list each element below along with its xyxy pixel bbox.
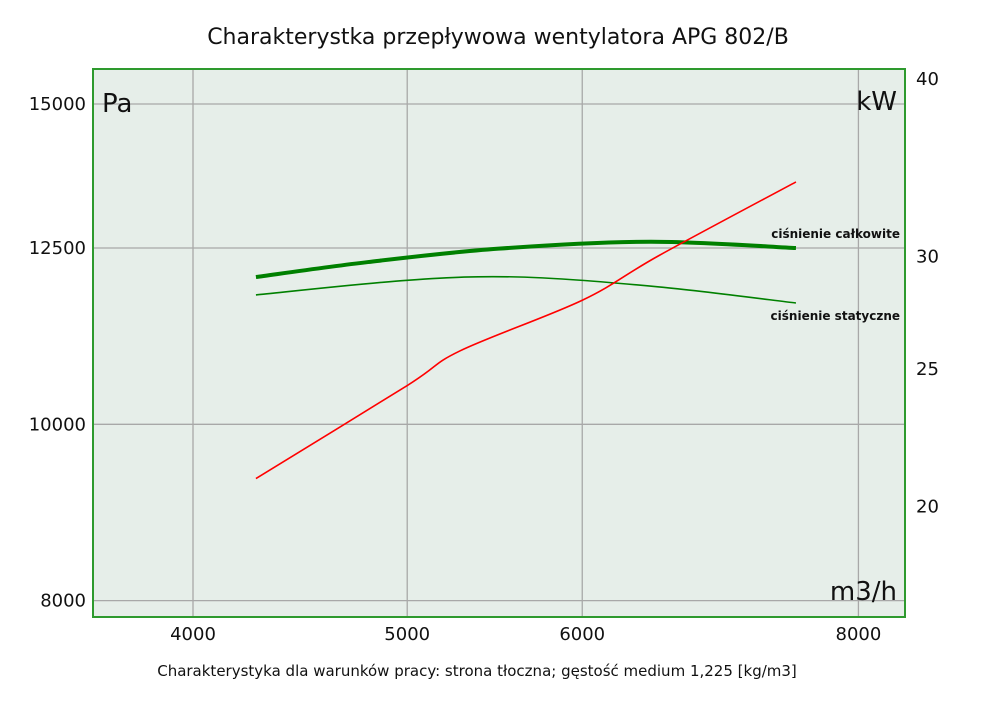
series-line-moc [255, 181, 797, 480]
chart-subtitle: Charakterystyka dla warunków pracy: stro… [157, 662, 797, 680]
x-axis-label: m3/h [830, 577, 897, 607]
x-tick-label: 4000 [170, 624, 216, 645]
series-line-ciśnienie-statyczne [255, 275, 797, 304]
y2-tick-label: 20 [916, 497, 939, 518]
series-line-ciśnienie-całkowite [255, 239, 797, 279]
y-tick-label: 8000 [40, 591, 86, 612]
label-static-pressure: ciśnienie statyczne [771, 309, 900, 323]
y-axis-label: Pa [102, 89, 132, 119]
x-tick-label: 8000 [836, 624, 882, 645]
plot-area [93, 69, 905, 617]
y-tick-label: 10000 [29, 414, 86, 435]
x-tick-label: 5000 [384, 624, 430, 645]
y-tick-label: 15000 [29, 94, 86, 115]
plot-frame [92, 68, 906, 618]
chart-title: Charakterystka przepływowa wentylatora A… [207, 25, 789, 50]
y-tick-label: 12500 [29, 238, 86, 259]
y2-tick-label: 25 [916, 359, 939, 380]
y2-axis-label: kW [856, 87, 897, 117]
label-total-pressure: ciśnienie całkowite [771, 227, 900, 241]
y2-tick-label: 40 [916, 69, 939, 90]
x-tick-label: 6000 [559, 624, 605, 645]
y2-tick-label: 30 [916, 246, 939, 267]
